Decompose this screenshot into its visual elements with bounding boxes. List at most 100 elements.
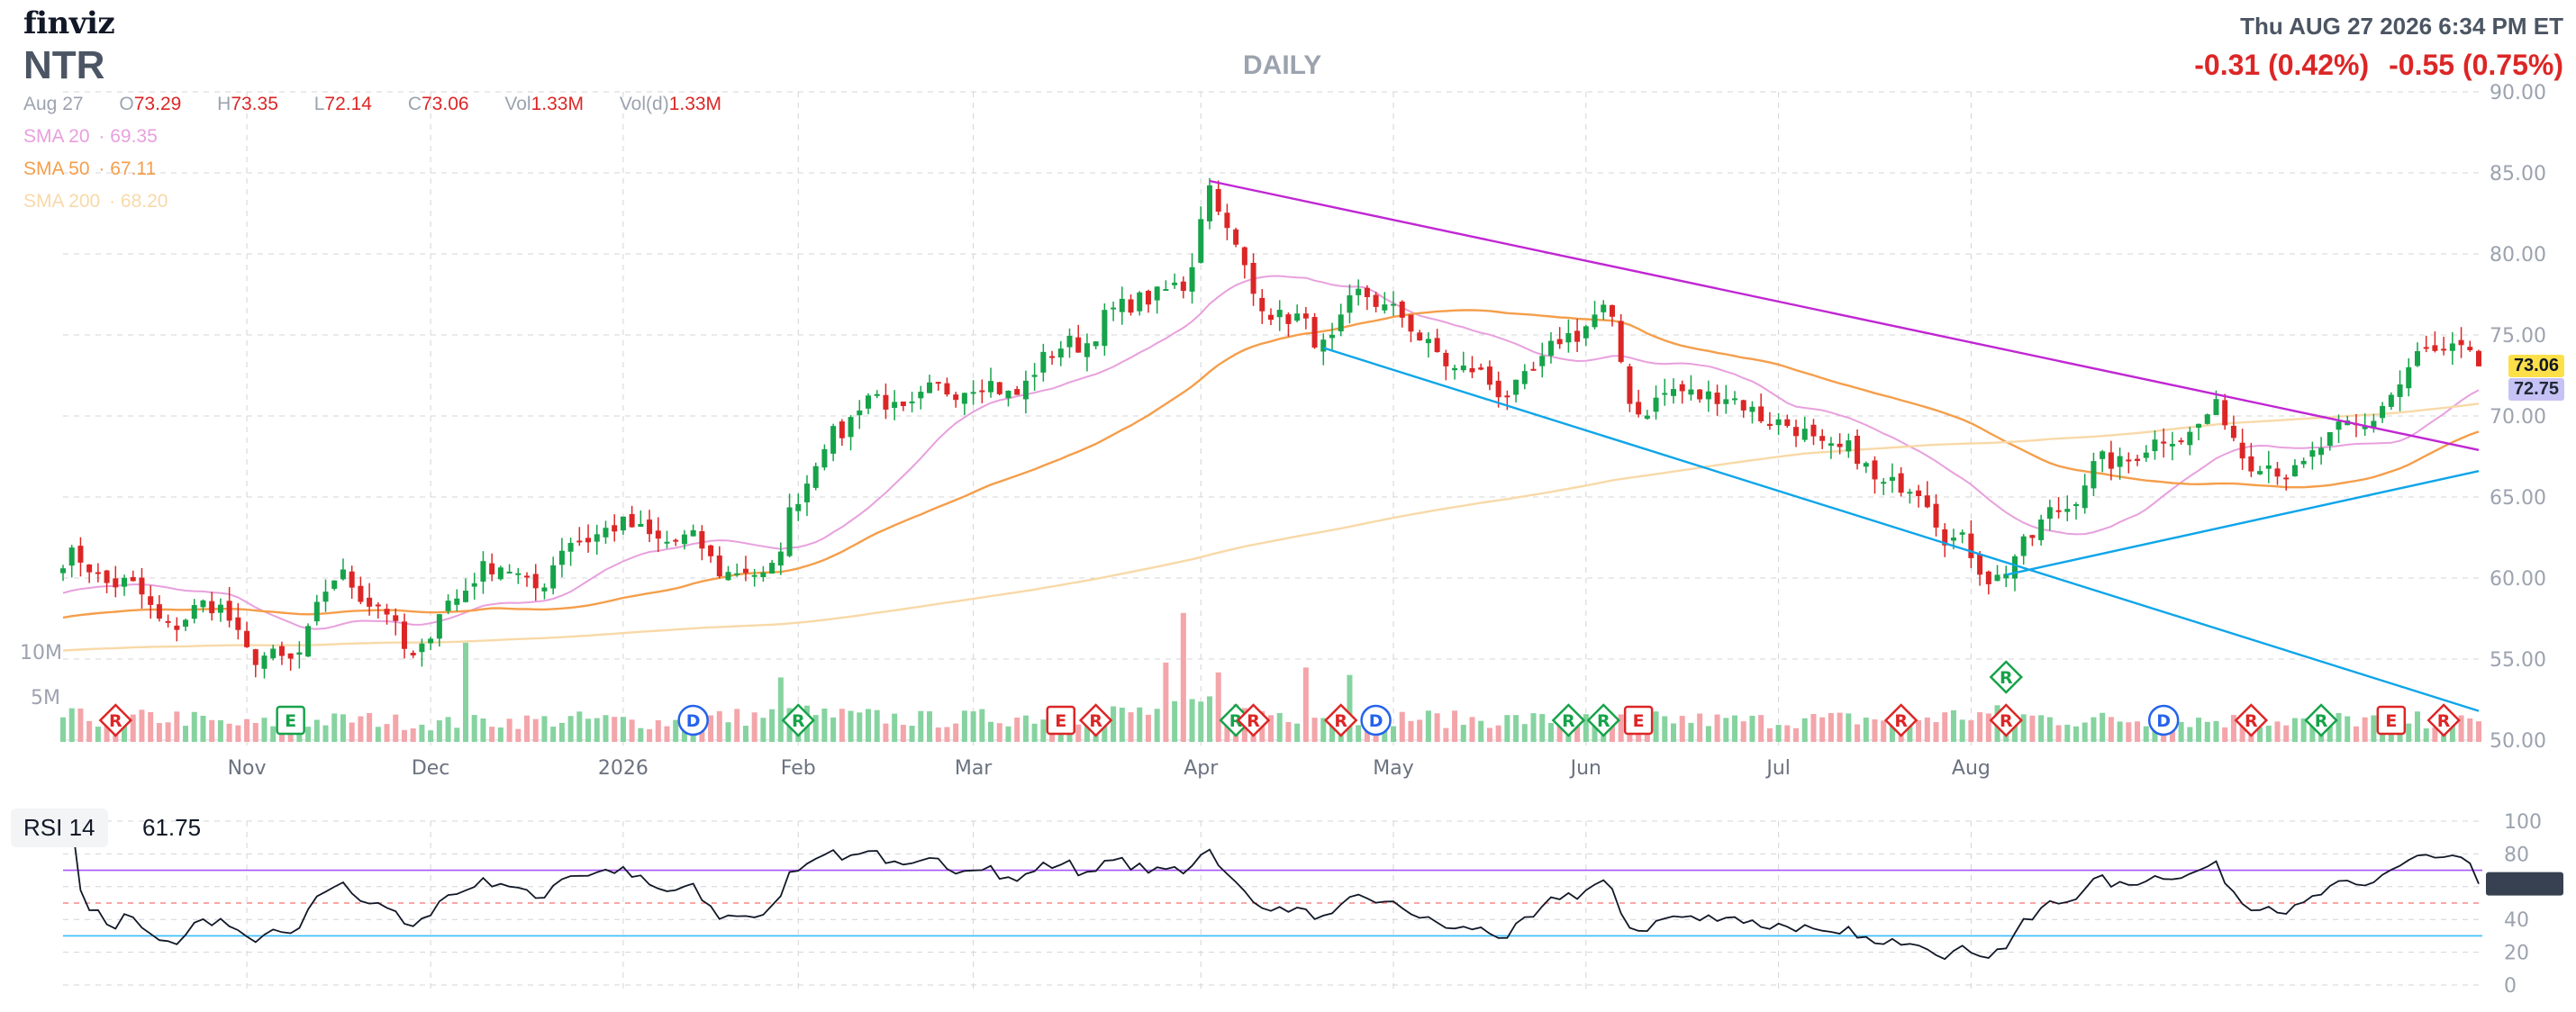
volume-bar bbox=[2449, 715, 2455, 742]
candle-body bbox=[393, 615, 399, 621]
volume-bar bbox=[191, 711, 197, 742]
volume-bar bbox=[2143, 726, 2149, 742]
event-marker: R bbox=[1236, 703, 1271, 737]
volume-bar bbox=[673, 719, 679, 742]
candle-body bbox=[769, 563, 776, 574]
rsi-label[interactable]: RSI 14 bbox=[11, 809, 108, 847]
candle-body bbox=[1784, 419, 1791, 427]
volume-bar bbox=[2300, 718, 2307, 742]
x-axis-label: Mar bbox=[955, 757, 993, 780]
volume-bar bbox=[603, 715, 609, 742]
volume-bar bbox=[532, 718, 539, 742]
candle-body bbox=[1881, 482, 1887, 484]
sma20-legend[interactable]: SMA 20 · 69.35 bbox=[23, 126, 158, 147]
candle-body bbox=[331, 580, 338, 589]
candle-body bbox=[375, 604, 381, 607]
rating-marker-icon bbox=[2304, 703, 2338, 737]
volume-bar bbox=[515, 728, 522, 742]
volume-bar bbox=[1311, 718, 1318, 742]
candle-body bbox=[1128, 299, 1134, 313]
volume-bar bbox=[1014, 718, 1020, 742]
volume-bar bbox=[996, 723, 1002, 742]
rating-marker-icon bbox=[2234, 703, 2269, 737]
candle-body bbox=[664, 541, 670, 544]
event-marker: R bbox=[1219, 703, 1253, 737]
event-marker-letter: D bbox=[686, 711, 701, 731]
candle-body bbox=[558, 550, 565, 565]
x-axis-label: Jun bbox=[1569, 757, 1601, 780]
event-marker: E bbox=[1046, 705, 1076, 736]
candle-body bbox=[349, 571, 355, 588]
sma50-value: 67.11 bbox=[110, 158, 157, 179]
sma200-legend[interactable]: SMA 200 · 68.20 bbox=[23, 191, 168, 212]
candle-body bbox=[1391, 303, 1397, 306]
sma50-legend[interactable]: SMA 50 · 67.11 bbox=[23, 158, 157, 179]
volume-bar bbox=[104, 722, 110, 742]
candle-body bbox=[1530, 368, 1537, 371]
finviz-logo[interactable]: finviz bbox=[23, 5, 115, 41]
candle-body bbox=[944, 383, 950, 395]
x-axis-label: Dec bbox=[412, 757, 450, 780]
secondary-price-tag: 72.75 bbox=[2508, 378, 2564, 401]
volume-bar bbox=[2204, 721, 2210, 742]
candle-body bbox=[1819, 436, 1826, 441]
volume-bar bbox=[970, 711, 976, 742]
candle-body bbox=[68, 547, 75, 566]
volume-bar bbox=[2423, 727, 2429, 742]
dividend-marker-icon bbox=[2147, 704, 2180, 736]
volume-bar bbox=[1846, 713, 1852, 742]
candle-body bbox=[1356, 288, 1362, 295]
candle-body bbox=[2291, 465, 2298, 477]
volume-bar bbox=[1163, 662, 1169, 742]
volume-bar bbox=[524, 715, 531, 742]
candle-body bbox=[927, 382, 933, 393]
candle-body bbox=[1950, 538, 1956, 541]
change-day: -0.55 (0.75%) bbox=[2389, 49, 2563, 81]
volume-bar bbox=[567, 716, 574, 742]
volume-bar bbox=[1504, 715, 1510, 742]
candle-body bbox=[2169, 444, 2175, 447]
candle-body bbox=[567, 543, 574, 552]
candle-body bbox=[1994, 574, 2000, 582]
candle-body bbox=[673, 539, 679, 542]
earnings-marker-icon bbox=[2376, 705, 2407, 736]
price-axis-label: 70.00 bbox=[2490, 406, 2546, 429]
candle-body bbox=[857, 410, 863, 416]
volume-bar bbox=[2475, 721, 2482, 742]
x-axis-label: May bbox=[1373, 757, 1413, 780]
sma20-label: SMA 20 bbox=[23, 126, 90, 147]
volume-bar bbox=[454, 727, 460, 742]
ticker-symbol: NTR bbox=[23, 43, 105, 87]
volume-bar bbox=[1443, 727, 1449, 742]
volume-bar bbox=[1391, 726, 1397, 742]
candle-body bbox=[629, 513, 635, 528]
volume-bar bbox=[558, 722, 565, 742]
volume-bar bbox=[226, 723, 232, 742]
x-axis-label: Aug bbox=[1952, 757, 1991, 780]
timeframe-label[interactable]: DAILY bbox=[1243, 50, 1322, 80]
candle-body bbox=[367, 597, 373, 607]
volume-bar bbox=[812, 715, 819, 742]
event-marker: R bbox=[1078, 703, 1113, 737]
volume-bar bbox=[497, 727, 503, 742]
event-marker: R bbox=[2426, 703, 2461, 737]
candle-body bbox=[1547, 340, 1554, 357]
candle-body bbox=[2046, 507, 2053, 520]
candle-body bbox=[2196, 423, 2202, 429]
candle-body bbox=[2020, 536, 2027, 556]
event-marker: D bbox=[2147, 704, 2180, 736]
rating-marker-icon bbox=[1989, 660, 2023, 694]
volume-bar bbox=[1224, 719, 1230, 742]
candle-body bbox=[156, 604, 162, 619]
volume-bar bbox=[1452, 710, 1458, 742]
dividend-marker-icon bbox=[1360, 704, 1392, 736]
candle-body bbox=[1801, 429, 1808, 440]
volume-bar bbox=[839, 709, 845, 742]
rating-marker-icon bbox=[1551, 703, 1586, 737]
volume-bar bbox=[252, 722, 259, 742]
candle-body bbox=[1828, 443, 1834, 447]
candle-body bbox=[1022, 380, 1029, 400]
volume-bar bbox=[1855, 724, 1861, 742]
candle-body bbox=[1338, 314, 1344, 332]
candle-body bbox=[1364, 287, 1370, 297]
